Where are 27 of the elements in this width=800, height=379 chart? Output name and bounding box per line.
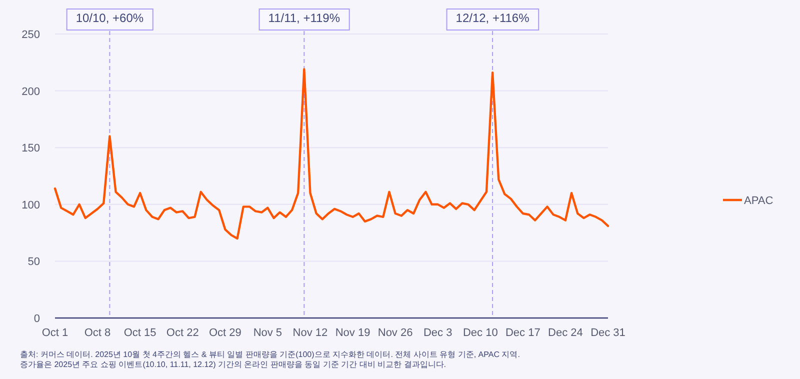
x-tick-label: Oct 1: [42, 327, 68, 339]
text: 증가율은 2025년 주요 쇼핑 이벤트(10.10, 11.11, 12.12) 기간의 온라인 판매량을 동일 기준 기간 대비 비교한 결과입니다.: [20, 360, 446, 369]
y-tick-label: 200: [22, 86, 40, 98]
ref-line-label: 12/12, +116%: [456, 11, 530, 25]
x-tick-label: Nov 26: [378, 327, 413, 339]
legend-label: APAC: [744, 195, 774, 207]
x-tick-label: Dec 17: [505, 327, 540, 339]
x-tick-label: Nov 19: [335, 327, 370, 339]
x-tick-label: Dec 24: [548, 327, 583, 339]
x-tick-label: Nov 5: [253, 327, 282, 339]
x-tick-label: Oct 15: [124, 327, 156, 339]
ref-line-label: 11/11, +119%: [268, 11, 340, 25]
line-series: [54, 68, 610, 240]
x-tick-label: Dec 31: [590, 327, 626, 339]
x-tick-label: Oct 8: [84, 327, 111, 339]
y-tick-label: 50: [28, 256, 40, 268]
x-tick-label: Dec 10: [462, 327, 498, 339]
x-tick-label: Oct 22: [166, 327, 199, 339]
x-tick-label: Oct 29: [208, 327, 242, 339]
y-tick-label: 150: [22, 142, 40, 155]
x-tick-label: Dec 3: [423, 327, 452, 339]
y-tick-label: 100: [22, 199, 40, 212]
x-tick-label: Nov 12: [292, 327, 328, 339]
y-tick-label: 250: [22, 29, 40, 41]
source-note: 출처: 커머스 데이터. 2025년 10월 첫 4주간의 헬스 & 뷰티 일별 판매량을 기준(100)으로 지수화한 데이터. 전체 사이트 유형 기준, APAC 지역.: [20, 350, 520, 359]
ref-line-label: 10/10, +60%: [76, 11, 144, 25]
y-tick-label: 0: [34, 313, 40, 325]
